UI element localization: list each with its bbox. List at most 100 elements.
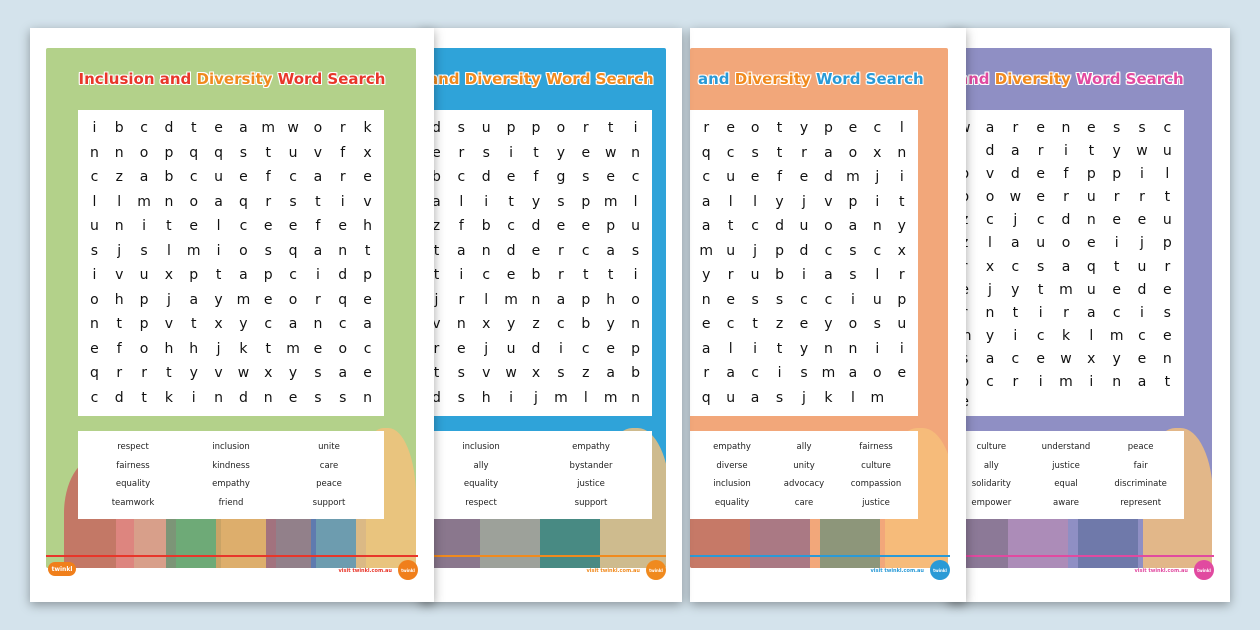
grid-letter: e [363, 169, 372, 186]
grid-letter: o [338, 340, 348, 357]
grid-letter: e [799, 169, 809, 186]
word-list-item: culture [861, 460, 891, 471]
grid-letter: t [727, 218, 734, 235]
footer-url: visit twinkl.com.au [586, 568, 640, 574]
letter-grid: warenesscidaritywubvdefppilpowerurrtzcjc… [948, 110, 1184, 416]
grid-letter: t [533, 144, 539, 161]
grid-letter: t [166, 218, 172, 235]
grid-letter: i [1114, 235, 1119, 252]
grid-letter: d [1061, 212, 1071, 229]
word-list-item: aware [1053, 497, 1079, 508]
grid-letter: n [531, 291, 541, 308]
grid-letter: y [1011, 281, 1020, 298]
grid-letter: u [1162, 142, 1172, 159]
word-list-item: friend [218, 497, 244, 508]
word-list: inclusion empathy ally bystander equality jus… [420, 431, 652, 519]
grid-letter: x [1087, 351, 1096, 368]
grid-letter: w [604, 144, 617, 161]
grid-letter: d [431, 389, 441, 406]
grid-letter: y [1112, 351, 1121, 368]
grid-letter: e [606, 169, 615, 186]
grid-letter: r [1063, 304, 1069, 321]
word-list-item: represent [1120, 497, 1162, 508]
grid-letter: d [164, 120, 174, 137]
grid-letter: t [583, 267, 589, 284]
grid-letter: a [1011, 142, 1020, 159]
word-list-item: empathy [713, 442, 751, 453]
grid-letter: p [823, 120, 833, 137]
grid-letter: r [1012, 374, 1019, 391]
grid-letter: c [1112, 304, 1121, 321]
grid-letter: e [556, 218, 566, 235]
grid-letter: y [531, 193, 541, 210]
grid-letter: a [701, 193, 711, 210]
grid-letter: e [239, 169, 248, 186]
grid-letter: y [799, 340, 809, 357]
grid-letter: x [985, 258, 995, 275]
grid-letter: e [432, 144, 441, 161]
grid-letter: s [775, 291, 784, 308]
grid-letter: r [315, 291, 321, 308]
grid-letter: s [557, 193, 565, 210]
grid-letter: r [116, 365, 123, 382]
word-list-item: support [312, 497, 346, 508]
grid-letter: y [556, 144, 566, 161]
grid-letter: j [802, 389, 806, 406]
grid-letter: e [1137, 212, 1147, 229]
grid-letter: i [509, 144, 514, 161]
grid-letter: e [848, 120, 858, 137]
grid-letter: i [633, 120, 638, 137]
grid-letter: y [897, 218, 906, 235]
grid-letter: a [726, 365, 735, 382]
grid-letter: j [875, 169, 880, 186]
grid-letter: u [799, 218, 809, 235]
grid-letter: o [239, 242, 248, 259]
grid-letter: a [288, 316, 298, 333]
grid-letter: t [752, 316, 758, 333]
grid-letter: a [848, 365, 858, 382]
grid-letter: u [897, 316, 907, 333]
grid-letter: q [238, 193, 248, 210]
grid-letter: m [1059, 374, 1073, 391]
grid-letter: v [482, 365, 491, 382]
grid-letter: l [583, 389, 588, 406]
title-part-c: Word Search [545, 70, 654, 88]
grid-letter: p [363, 267, 373, 284]
word-list-item: ally [983, 460, 999, 471]
grid-letter: v [313, 144, 323, 161]
grid-letter: m [846, 169, 860, 186]
grid-letter: l [216, 218, 221, 235]
grid-letter: q [288, 242, 298, 259]
grid-letter: e [750, 169, 760, 186]
grid-letter: n [89, 144, 99, 161]
grid-letter: c [140, 120, 148, 137]
grid-letter: n [214, 389, 224, 406]
grid-letter: a [313, 169, 323, 186]
grid-letter: c [581, 242, 590, 259]
grid-letter: f [458, 218, 464, 235]
grid-letter: t [1164, 374, 1171, 391]
page-title: and Diversity Word Search [428, 70, 682, 88]
grid-letter: r [558, 267, 564, 284]
grid-letter: p [775, 242, 784, 259]
grid-letter: p [164, 144, 174, 161]
grid-letter: s [1138, 119, 1146, 136]
grid-letter: n [872, 218, 882, 235]
grid-letter: e [363, 291, 372, 308]
grid-letter: e [799, 316, 809, 333]
grid-letter: t [1088, 142, 1095, 159]
grid-letter: v [115, 267, 124, 284]
grid-letter: j [117, 242, 122, 259]
grid-letter: p [1162, 235, 1172, 252]
grid-letter: a [606, 242, 615, 259]
grid-letter: e [288, 389, 298, 406]
grid-letter: i [315, 267, 320, 284]
grid-letter: a [338, 365, 348, 382]
grid-letter: c [239, 218, 248, 235]
grid-letter: e [606, 340, 615, 357]
grid-letter: s [1037, 258, 1045, 275]
grid-letter: u [214, 169, 224, 186]
grid-letter: q [89, 365, 99, 382]
